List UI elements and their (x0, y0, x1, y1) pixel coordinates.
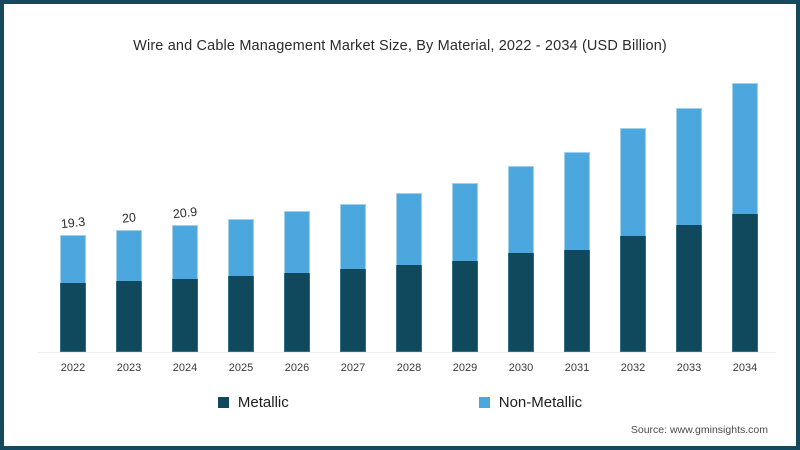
legend-label-metallic: Metallic (237, 394, 289, 411)
x-tick-2026: 2026 (284, 362, 310, 374)
chart-title: Wire and Cable Management Market Size, B… (133, 38, 667, 54)
axis-baseline (38, 352, 776, 353)
bar-segment-metallic-2023[interactable] (116, 281, 142, 352)
bar-segment-non-metallic-2022[interactable] (60, 235, 86, 283)
bar-segment-non-metallic-2030[interactable] (508, 166, 534, 253)
legend-swatch-metallic-icon (217, 397, 229, 408)
bar-2024[interactable]: 20.9 (172, 205, 198, 352)
x-tick-2034: 2034 (732, 362, 758, 374)
bar-segment-non-metallic-2027[interactable] (340, 204, 366, 269)
bar-2029[interactable] (452, 183, 478, 352)
x-tick-2029: 2029 (452, 362, 478, 374)
bar-segment-non-metallic-2028[interactable] (396, 193, 422, 265)
x-tick-2031: 2031 (564, 362, 590, 374)
bar-2028[interactable] (396, 193, 422, 352)
source-attribution: Source: www.gminsights.com (630, 424, 768, 436)
bar-value-label-2023: 20 (121, 210, 137, 226)
bar-2025[interactable] (228, 219, 254, 352)
bar-2022[interactable]: 19.3 (60, 215, 86, 352)
bar-segment-metallic-2033[interactable] (676, 225, 702, 352)
legend-swatch-non-metallic-icon (478, 397, 490, 408)
bar-segment-metallic-2026[interactable] (284, 273, 310, 352)
bar-segment-non-metallic-2034[interactable] (732, 83, 758, 214)
chart-legend: Metallic Non-Metallic (4, 394, 796, 411)
bar-segment-metallic-2032[interactable] (620, 236, 646, 352)
x-tick-2030: 2030 (508, 362, 534, 374)
x-tick-2033: 2033 (676, 362, 702, 374)
bar-2033[interactable] (676, 108, 702, 352)
bar-segment-metallic-2028[interactable] (396, 265, 422, 352)
x-tick-2022: 2022 (60, 362, 86, 374)
bar-value-label-2022: 19.3 (60, 214, 86, 232)
bar-2027[interactable] (340, 204, 366, 352)
bar-2032[interactable] (620, 128, 646, 352)
x-tick-2025: 2025 (228, 362, 254, 374)
bar-segment-metallic-2024[interactable] (172, 279, 198, 352)
x-tick-2027: 2027 (340, 362, 366, 374)
bar-value-label-2024: 20.9 (172, 204, 198, 222)
x-tick-2024: 2024 (172, 362, 198, 374)
bar-segment-non-metallic-2032[interactable] (620, 128, 646, 236)
bar-2030[interactable] (508, 166, 534, 352)
bar-segment-metallic-2030[interactable] (508, 253, 534, 352)
bar-segment-metallic-2029[interactable] (452, 261, 478, 352)
bar-segment-non-metallic-2023[interactable] (116, 230, 142, 281)
bar-segment-metallic-2027[interactable] (340, 269, 366, 352)
bar-2026[interactable] (284, 211, 310, 352)
bar-2031[interactable] (564, 152, 590, 352)
bar-segment-metallic-2031[interactable] (564, 250, 590, 352)
x-tick-2028: 2028 (396, 362, 422, 374)
bar-2034[interactable] (732, 83, 758, 352)
bar-segment-metallic-2034[interactable] (732, 214, 758, 352)
bar-segment-non-metallic-2025[interactable] (228, 219, 254, 276)
bar-segment-non-metallic-2029[interactable] (452, 183, 478, 261)
bar-segment-metallic-2025[interactable] (228, 276, 254, 352)
legend-item-metallic[interactable]: Metallic (217, 394, 289, 411)
bar-segment-non-metallic-2031[interactable] (564, 152, 590, 250)
x-tick-2032: 2032 (620, 362, 646, 374)
plot-area: 19.3 20 20.9 2022 2023 2024 2025 2026 2027 2028 2… (4, 4, 796, 446)
bar-segment-metallic-2022[interactable] (60, 283, 86, 352)
legend-label-non-metallic: Non-Metallic (498, 394, 583, 411)
bar-segment-non-metallic-2033[interactable] (676, 108, 702, 225)
x-tick-2023: 2023 (116, 362, 142, 374)
legend-item-non-metallic[interactable]: Non-Metallic (478, 394, 583, 411)
bar-2023[interactable]: 20 (116, 210, 142, 352)
bar-segment-non-metallic-2026[interactable] (284, 211, 310, 273)
bar-segment-non-metallic-2024[interactable] (172, 225, 198, 279)
